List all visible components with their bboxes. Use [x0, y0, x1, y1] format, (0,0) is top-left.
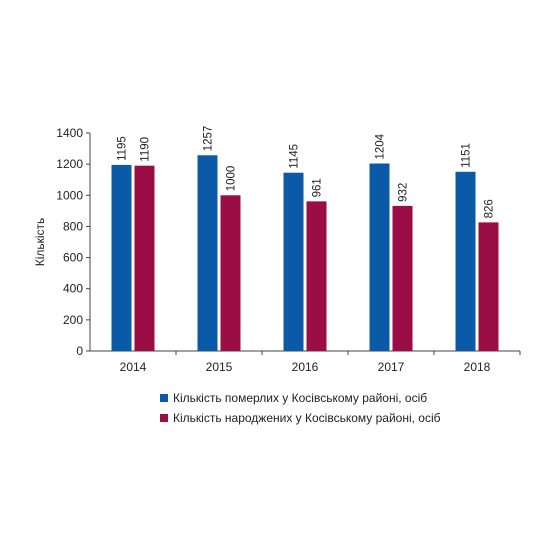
data-label-deaths-2017: 1204 — [375, 133, 387, 159]
legend-label-births: Кількість народжених у Косівському район… — [173, 411, 441, 425]
bar-births-2017 — [392, 205, 413, 351]
y-tick-label: 1400 — [56, 126, 83, 140]
data-label-deaths-2015: 1257 — [203, 126, 215, 152]
data-label-births-2018: 826 — [484, 199, 496, 218]
data-label-deaths-2018: 1151 — [461, 143, 473, 168]
data-label-births-2016: 961 — [312, 178, 324, 197]
data-label-births-2014: 1190 — [140, 137, 152, 162]
x-tick-label: 2018 — [464, 360, 491, 374]
y-tick-label: 1000 — [56, 188, 83, 202]
y-tick-label: 800 — [63, 219, 83, 233]
bar-deaths-2016 — [283, 172, 304, 351]
legend-swatch-deaths — [160, 394, 168, 402]
y-tick-label: 0 — [76, 344, 83, 358]
bar-births-2014 — [134, 165, 155, 351]
bar-births-2015 — [220, 195, 241, 351]
bar-deaths-2017 — [369, 163, 390, 351]
legend-swatch-births — [160, 414, 168, 422]
bar-deaths-2015 — [197, 155, 218, 351]
x-tick-label: 2017 — [378, 360, 405, 374]
data-label-deaths-2016: 1145 — [289, 144, 301, 169]
bar-deaths-2014 — [111, 164, 132, 351]
legend-label-deaths: Кількість померлих у Косівському районі,… — [173, 391, 428, 405]
x-tick-label: 2014 — [120, 360, 147, 374]
y-tick-label: 600 — [63, 251, 83, 265]
y-tick-label: 400 — [63, 282, 83, 296]
x-tick-label: 2015 — [206, 360, 233, 374]
bar-births-2016 — [306, 201, 327, 351]
y-axis-title: Кількість — [33, 218, 47, 267]
legend: Кількість померлих у Косівському районі,… — [160, 388, 441, 428]
data-label-births-2017: 932 — [398, 183, 410, 202]
bar-births-2018 — [478, 222, 499, 351]
legend-item-deaths: Кількість померлих у Косівському районі,… — [160, 388, 441, 408]
bar-deaths-2018 — [455, 171, 476, 351]
x-tick-label: 2016 — [292, 360, 319, 374]
y-tick-label: 1200 — [56, 157, 83, 171]
y-tick-label: 200 — [63, 313, 83, 327]
data-label-deaths-2014: 1195 — [117, 136, 129, 161]
legend-item-births: Кількість народжених у Косівському район… — [160, 408, 441, 428]
data-label-births-2015: 1000 — [226, 166, 238, 192]
